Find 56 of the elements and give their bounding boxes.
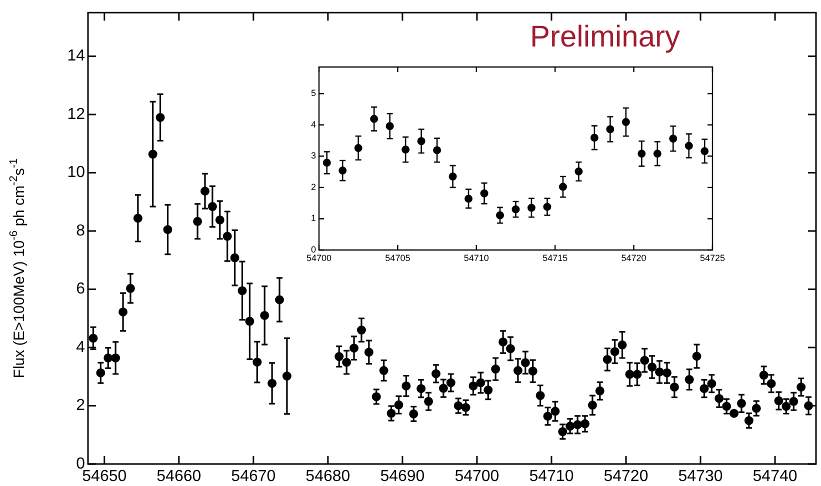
x-tick-label: 54715 <box>542 252 568 263</box>
y-tick-label: 1 <box>310 213 316 224</box>
point <box>417 137 426 146</box>
x-tick-label: 54680 <box>306 468 350 486</box>
point <box>558 182 567 191</box>
y-tick-label: 14 <box>67 48 86 65</box>
point <box>669 134 678 143</box>
point <box>527 204 536 212</box>
x-tick-label: 54690 <box>380 468 425 486</box>
y-tick-label: 10 <box>67 164 86 182</box>
y-tick-label: 2 <box>76 397 86 414</box>
x-tick-label: 54720 <box>621 252 646 263</box>
point <box>370 114 378 123</box>
y-tick-label: 2 <box>310 182 316 192</box>
x-tick-label: 54700 <box>454 468 500 486</box>
point <box>590 134 598 142</box>
x-tick-label: 54670 <box>231 468 276 486</box>
point <box>638 150 646 158</box>
x-tick-label: 54710 <box>464 252 489 263</box>
point <box>402 146 410 154</box>
point <box>322 158 331 167</box>
point <box>543 202 552 211</box>
y-tick-label: 6 <box>76 280 86 298</box>
y-tick-label: 8 <box>76 222 86 240</box>
x-tick-label: 54660 <box>156 468 202 486</box>
annotation: Preliminary <box>530 20 680 54</box>
y-tick-label: 4 <box>76 338 86 356</box>
point <box>464 194 473 203</box>
x-tick-label: 54730 <box>678 468 723 486</box>
point <box>606 125 614 134</box>
point <box>574 167 583 176</box>
x-tick-label: 54740 <box>752 468 798 486</box>
x-tick-label: 54650 <box>82 468 127 486</box>
point <box>622 118 630 126</box>
point <box>386 122 394 130</box>
x-tick-label: 54705 <box>385 252 410 263</box>
y-tick-label: 12 <box>67 106 86 123</box>
point <box>338 166 347 175</box>
point <box>512 205 520 214</box>
point <box>433 146 442 154</box>
y-tick-label: 4 <box>310 119 316 130</box>
point <box>354 144 362 152</box>
y-tick-label: 0 <box>310 244 316 254</box>
x-tick-label: 54710 <box>529 468 574 486</box>
point <box>448 172 457 180</box>
x-tick-label: 54700 <box>306 252 332 263</box>
y-axis-title: Flux (E>100MeV) 10-6 ph cm-2s-1 <box>8 158 28 378</box>
point <box>480 189 488 198</box>
x-tick-label: 54720 <box>604 468 648 486</box>
x-tick-label: 54725 <box>700 252 725 263</box>
point <box>684 142 693 150</box>
point <box>700 147 709 156</box>
y-tick-label: 5 <box>310 88 316 98</box>
point <box>496 211 504 220</box>
point <box>653 150 662 158</box>
y-tick-label: 3 <box>310 150 316 161</box>
